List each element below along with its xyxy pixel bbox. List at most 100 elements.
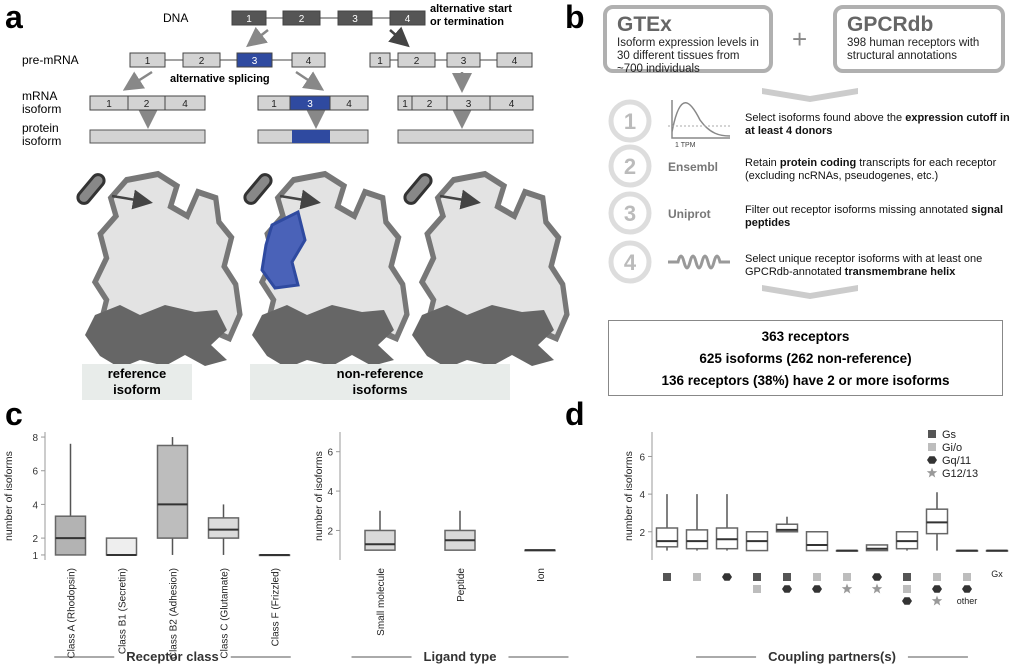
icon — [926, 467, 938, 478]
step-text-part: Select unique receptor isoforms with at … — [745, 253, 983, 278]
panel-label: b — [565, 0, 585, 35]
group-label: reference — [108, 366, 167, 381]
exon — [496, 52, 533, 68]
arrows — [122, 26, 472, 129]
exon-label: 4 — [509, 99, 515, 110]
group-label: non-reference — [337, 366, 424, 381]
icon — [872, 573, 882, 581]
step-text-part: transmembrane helix — [844, 266, 956, 278]
exon — [369, 52, 391, 68]
box — [156, 444, 189, 539]
exon — [291, 52, 326, 68]
panel-label: a — [5, 0, 23, 35]
icon — [903, 585, 911, 593]
y-axis-label: number of isoforms — [3, 451, 15, 541]
legend-label: Gq/11 — [942, 455, 971, 467]
exon-label: 2 — [299, 14, 305, 25]
exon-label: 1 — [106, 99, 112, 110]
exon — [231, 10, 267, 26]
box — [54, 515, 87, 556]
annotation: or termination — [430, 16, 504, 28]
chart: 2 4 6 number of isoforms other Gx Coupling par… — [623, 429, 1009, 664]
source-box: GPCRdb 398 human receptors with structur… — [833, 5, 1005, 73]
y-tick-label: 6 — [639, 452, 645, 463]
exon-label: 2 — [427, 99, 433, 110]
legend-label: Gs — [942, 429, 957, 441]
x-tick-label: Gx — [991, 569, 1003, 579]
step-text-part: Filter out receptor isoforms missing ann… — [745, 204, 972, 216]
x-axis-label: Coupling partners(s) — [768, 649, 896, 664]
label-box — [250, 364, 510, 400]
icon — [902, 597, 912, 605]
icon — [962, 585, 972, 593]
icon-label: 1 TPM — [675, 142, 696, 149]
exon — [446, 52, 481, 68]
exon-label: 1 — [402, 99, 408, 110]
source-title: GPCRdb — [847, 13, 934, 36]
icon — [932, 585, 942, 593]
summary-line: 363 receptors — [761, 329, 850, 344]
y-tick-label: 4 — [327, 487, 333, 498]
label-box — [82, 364, 192, 400]
row-label: mRNA — [22, 89, 57, 103]
source-text: 398 human receptors with structural anno… — [847, 37, 980, 62]
y-tick-label: 1 — [32, 551, 38, 562]
x-tick-label: Class B1 (Secretin) — [118, 568, 129, 654]
step-text-part: Retain — [745, 157, 780, 169]
step-source: Uniprot — [668, 207, 711, 221]
exon-label: 3 — [466, 99, 472, 110]
exon — [236, 52, 273, 68]
icon — [871, 583, 883, 594]
y-axis-label: number of isoforms — [623, 451, 635, 541]
icon — [783, 573, 791, 581]
step-number: 1 — [624, 109, 636, 134]
y-axis-label: number of isoforms — [313, 451, 325, 541]
summary-box: 363 receptors 625 isoforms (262 non-refer… — [608, 320, 1003, 396]
icon — [933, 573, 941, 581]
exon-label: 2 — [414, 56, 420, 67]
source-box: GTEx Isoform expression levels in 30 dif… — [603, 5, 773, 75]
x-axis-label: Receptor class — [126, 649, 219, 664]
plus: + — [792, 24, 808, 54]
exon-label: 4 — [306, 56, 312, 67]
panel-labels: a b c d — [5, 0, 585, 432]
step-text: Retain protein coding transcripts for ea… — [745, 157, 1015, 183]
panel-a: DNA pre-mRNA mRNA isoform protein isofor… — [22, 3, 567, 400]
icon — [812, 585, 822, 593]
row-label: isoform — [22, 102, 61, 116]
proteins — [76, 172, 566, 368]
exon-label: 1 — [246, 14, 252, 25]
icon — [813, 573, 821, 581]
box — [364, 529, 396, 551]
icon — [663, 573, 671, 581]
group-label: isoforms — [353, 382, 408, 397]
exon-label: 2 — [144, 99, 150, 110]
icon — [928, 430, 936, 438]
row-label: pre-mRNA — [22, 53, 79, 67]
icon — [928, 443, 936, 451]
step-text-part: protein coding — [779, 157, 857, 169]
y-tick-label: 4 — [639, 490, 645, 501]
x-tick-label: Class F (Frizzled) — [271, 568, 282, 646]
panel-label: c — [5, 396, 23, 432]
exon-label: 4 — [182, 99, 188, 110]
row-label: protein — [22, 121, 59, 135]
legend-label: Gi/o — [942, 442, 962, 454]
icon — [753, 573, 761, 581]
exon — [337, 10, 373, 26]
box — [805, 531, 829, 552]
legend-label: G12/13 — [942, 468, 978, 480]
exon-label: 3 — [461, 56, 467, 67]
step-text: Select unique receptor isoforms with at … — [745, 253, 1015, 279]
exon-label: 2 — [199, 56, 205, 67]
x-tick-label: Ion — [536, 568, 547, 582]
step-text-part: expression cutoff in at least 4 donors — [745, 112, 1010, 137]
chart: 1 2 4 6 8 number of isoforms Class A (Rhodopsi… — [3, 432, 291, 664]
x-tick-label: Class B2 (Adhesion) — [169, 568, 180, 659]
exon — [389, 10, 426, 26]
x-tick-label: Class A (Rhodopsin) — [67, 568, 78, 659]
panel-label: d — [565, 396, 585, 432]
x-tick-label: Small molecule — [376, 568, 387, 636]
exon — [282, 10, 321, 26]
exon — [182, 52, 221, 68]
